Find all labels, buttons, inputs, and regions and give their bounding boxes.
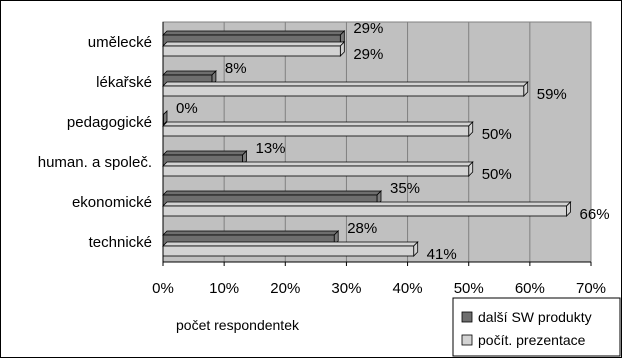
bar bbox=[162, 45, 341, 57]
legend: další SW produkty počít. prezentace bbox=[452, 297, 621, 357]
category-label: pedagogické bbox=[67, 114, 152, 131]
bar bbox=[162, 85, 525, 97]
bar-top-face bbox=[162, 41, 346, 47]
x-tick-label: 60% bbox=[515, 280, 545, 297]
category-label: ekonomické bbox=[72, 194, 152, 211]
x-tick-label: 70% bbox=[576, 280, 606, 297]
plot-area bbox=[162, 21, 592, 263]
grid-lines bbox=[223, 22, 592, 262]
bar-top-face bbox=[162, 30, 346, 36]
bar bbox=[162, 165, 470, 177]
data-label: 35% bbox=[390, 180, 420, 197]
x-axis: 0% 10% 20% 30% 40% 50% 60% 70% bbox=[152, 22, 606, 297]
bar-top-face bbox=[162, 190, 382, 196]
x-tick-label: 40% bbox=[393, 280, 423, 297]
data-label: 66% bbox=[580, 206, 610, 223]
data-label: 59% bbox=[537, 86, 567, 103]
bar bbox=[162, 125, 470, 137]
legend-label-series-1: další SW produkty bbox=[478, 309, 592, 325]
category-labels: umělecké lékařské pedagogické human. a spol… bbox=[38, 34, 152, 251]
bar bbox=[162, 245, 415, 257]
category-label: human. a společ. bbox=[38, 154, 152, 171]
bars: 29% 29% 8% 59% 0% 50% 13% 50% 35% 66% 28% 41% bbox=[162, 20, 610, 263]
bar-top-face bbox=[162, 150, 248, 156]
x-tick-label: 0% bbox=[152, 280, 174, 297]
x-axis-label: počet respondentek bbox=[176, 317, 300, 333]
data-label: 28% bbox=[347, 220, 377, 237]
legend-swatch-series-2 bbox=[461, 334, 473, 346]
bar-top-face bbox=[162, 241, 419, 247]
data-label: 29% bbox=[353, 20, 383, 37]
data-label: 13% bbox=[255, 140, 285, 157]
bar bbox=[162, 205, 567, 217]
data-label: 29% bbox=[353, 46, 383, 63]
bar-top-face bbox=[162, 121, 474, 127]
x-tick-label: 30% bbox=[331, 280, 361, 297]
bar-top-face bbox=[162, 70, 217, 76]
data-label: 0% bbox=[176, 100, 198, 117]
data-label: 41% bbox=[427, 246, 457, 263]
legend-label-series-2: počít. prezentace bbox=[478, 332, 586, 348]
category-label: umělecké bbox=[88, 34, 152, 51]
bar-top-face bbox=[162, 161, 474, 167]
bar-top-face bbox=[162, 81, 529, 87]
bar-top-face bbox=[162, 230, 340, 236]
legend-box bbox=[452, 297, 621, 357]
data-label: 50% bbox=[482, 126, 512, 143]
category-label: lékařské bbox=[96, 74, 152, 91]
x-tick-label: 50% bbox=[454, 280, 484, 297]
bar-top-face bbox=[162, 201, 572, 207]
data-label: 8% bbox=[225, 60, 247, 77]
category-label: technické bbox=[89, 234, 152, 251]
x-tick-label: 20% bbox=[270, 280, 300, 297]
data-label: 50% bbox=[482, 166, 512, 183]
legend-swatch-series-1 bbox=[461, 311, 473, 323]
x-tick-label: 10% bbox=[209, 280, 239, 297]
